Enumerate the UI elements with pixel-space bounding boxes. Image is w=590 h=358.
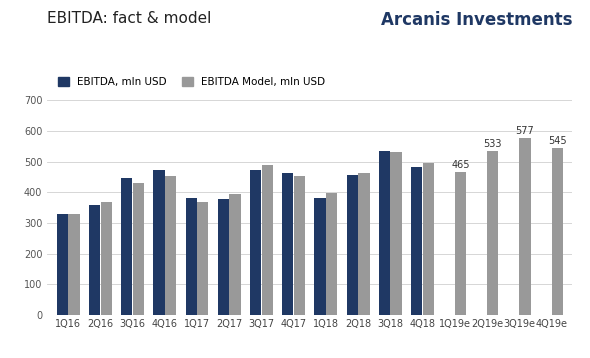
Bar bbox=[552, 148, 563, 315]
Text: EBITDA: fact & model: EBITDA: fact & model bbox=[47, 11, 212, 26]
Text: 465: 465 bbox=[451, 160, 470, 170]
Bar bbox=[519, 138, 530, 315]
Bar bbox=[282, 173, 293, 315]
Text: 545: 545 bbox=[548, 136, 566, 146]
Legend: EBITDA, mln USD, EBITDA Model, mln USD: EBITDA, mln USD, EBITDA Model, mln USD bbox=[58, 77, 325, 87]
Bar bbox=[294, 176, 305, 315]
Text: Arcanis Investments: Arcanis Investments bbox=[381, 11, 572, 29]
Bar bbox=[186, 198, 197, 315]
Bar bbox=[422, 163, 434, 315]
Bar bbox=[230, 194, 241, 315]
Bar bbox=[391, 153, 402, 315]
Bar bbox=[197, 202, 208, 315]
Bar bbox=[218, 199, 229, 315]
Bar bbox=[411, 167, 422, 315]
Text: 577: 577 bbox=[516, 126, 535, 136]
Bar bbox=[250, 170, 261, 315]
Text: 533: 533 bbox=[483, 139, 502, 149]
Bar bbox=[487, 151, 499, 315]
Bar bbox=[100, 202, 112, 315]
Bar bbox=[89, 204, 100, 315]
Bar bbox=[57, 214, 68, 315]
Bar bbox=[121, 178, 132, 315]
Bar bbox=[133, 183, 144, 315]
Bar bbox=[153, 170, 165, 315]
Bar bbox=[455, 172, 466, 315]
Bar bbox=[358, 173, 369, 315]
Bar bbox=[314, 198, 326, 315]
Bar bbox=[326, 193, 337, 315]
Bar bbox=[379, 151, 390, 315]
Bar bbox=[68, 214, 80, 315]
Bar bbox=[261, 165, 273, 315]
Bar bbox=[347, 175, 358, 315]
Bar bbox=[165, 176, 176, 315]
